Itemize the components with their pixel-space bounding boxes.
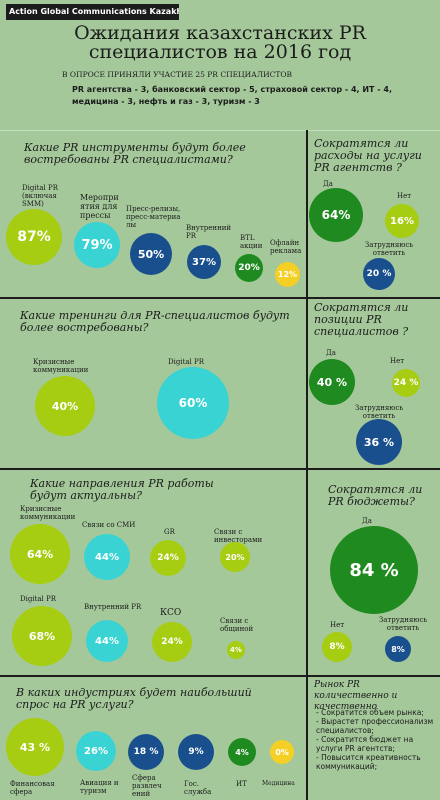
breakdown-line-2: медицина - 3, нефть и газ - 3, туризм - … (72, 97, 260, 106)
q2-question: Сократятся ли расходы на услуги PR агент… (314, 137, 422, 174)
q7-label-5: Медицина (262, 780, 295, 787)
q5-label-0: Кризисные коммуникации (20, 505, 76, 521)
q1-circle-3: 37% (187, 245, 221, 279)
title-line-1: Ожидания казахстанских PR (74, 22, 366, 44)
q6-circle-0: 84 % (330, 526, 418, 614)
divider (0, 675, 440, 677)
q5-circle-3: 20% (220, 542, 250, 572)
q5-label-6: КСО (160, 608, 182, 618)
q6-question: Сократятся ли PR бюджеты? (328, 483, 423, 508)
q6-label-1: Нет (330, 621, 345, 629)
divider (306, 130, 308, 800)
q4-circle-1: 24 % (392, 369, 420, 397)
q1-circle-1: 79% (74, 222, 120, 268)
q4-label-1: Нет (390, 357, 405, 365)
q5-circle-0: 64% (10, 524, 70, 584)
q1-label-0: Digital PR (включая SMM) (22, 184, 59, 208)
q5-circle-1: 44% (84, 534, 130, 580)
q2-circle-0: 64% (309, 188, 363, 242)
q3-label-1: Digital PR (168, 358, 205, 366)
q7-label-3: Гос. служба (184, 780, 212, 796)
q2-label-2: Затрудняюсь ответить (364, 241, 414, 257)
q7-label-2: Сфера развлеч ений (132, 774, 162, 798)
page-title: Ожидания казахстанских PR специалистов н… (0, 24, 440, 62)
q1-label-3: Внутренний PR (186, 224, 232, 240)
q5-label-2: GR (164, 528, 175, 536)
q1-circle-4: 20% (235, 254, 263, 282)
q5-label-7: Связи с общиной (220, 617, 254, 633)
q2-label-0: Да (323, 180, 333, 188)
q5-circle-4: 68% (12, 606, 72, 666)
q7-circle-1: 26% (76, 731, 116, 771)
q8-bullet: - Вырастет профессионализм специалистов; (316, 717, 434, 735)
q7-circle-4: 4% (228, 738, 256, 766)
brand-badge: Action Global Communications Kazakhstan (6, 4, 179, 20)
q7-label-4: ИТ (236, 780, 247, 788)
q7-circle-0: 43 % (6, 718, 64, 776)
title-line-2: специалистов на 2016 год (88, 41, 352, 63)
participants-subtitle: В ОПРОСЕ ПРИНЯЛИ УЧАСТИЕ 25 PR СПЕЦИАЛИС… (62, 70, 293, 79)
q7-circle-2: 18 % (128, 734, 164, 770)
divider (0, 468, 440, 470)
q1-circle-0: 87% (6, 209, 62, 265)
q5-circle-2: 24% (150, 540, 186, 576)
q5-label-5: Внутренний PR (84, 603, 142, 611)
q4-label-0: Да (326, 349, 336, 357)
q1-label-1: Меропри ятия для прессы (80, 193, 119, 220)
q5-circle-6: 24% (152, 622, 192, 662)
q7-circle-3: 9% (178, 734, 214, 770)
q1-circle-5: 12% (275, 262, 300, 287)
q1-label-4: BTL акции (240, 234, 263, 250)
q2-circle-1: 16% (385, 204, 419, 238)
q6-label-2: Затрудняюсь ответить (378, 616, 428, 632)
divider (0, 297, 440, 299)
q4-circle-0: 40 % (309, 359, 355, 405)
q2-circle-2: 20 % (363, 258, 395, 290)
q5-circle-5: 44% (86, 620, 128, 662)
brand-text: Action Global Communications Kazakhstan (9, 7, 179, 16)
q5-label-4: Digital PR (20, 595, 57, 603)
q1-question: Какие PR инструменты будут более востреб… (24, 141, 246, 166)
q8-bullet: - Повысится креативность коммуникаций; (316, 753, 421, 771)
q3-label-0: Кризисные коммуникации (33, 358, 89, 374)
divider (0, 130, 440, 131)
q5-question: Какие направления PR работы будут актуал… (30, 477, 214, 502)
q2-label-1: Нет (397, 192, 412, 200)
q7-circle-5: 0% (270, 740, 294, 764)
q7-label-0: Финансовая сфера (10, 780, 55, 796)
q1-circle-2: 50% (130, 233, 172, 275)
q8-bullet: - Сократится бюджет на услуги PR агентст… (316, 735, 414, 753)
participants-breakdown: PR агентства - 3, банковский сектор - 5,… (72, 84, 392, 108)
q5-label-1: Связи со СМИ (82, 521, 136, 529)
q4-circle-2: 36 % (356, 419, 402, 465)
q6-circle-1: 8% (322, 632, 352, 662)
q7-question: В каких индустриях будет наибольший спро… (16, 686, 252, 711)
q3-circle-0: 40% (35, 376, 95, 436)
q4-label-2: Затрудняюсь ответить (354, 404, 404, 420)
q3-circle-1: 60% (157, 367, 229, 439)
q7-label-1: Авиация и туризм (80, 779, 119, 795)
breakdown-line-1: PR агентства - 3, банковский сектор - 5,… (72, 85, 392, 94)
q1-label-5: Офлайн реклама (270, 239, 302, 255)
q8-question: Рынок PR количественно и качественно (314, 680, 398, 712)
q5-label-3: Связи с инвесторами (214, 528, 263, 544)
q8-bullet: - Сократится объем рынка; (316, 708, 424, 717)
q6-label-0: Да (362, 517, 372, 525)
q6-circle-2: 8% (385, 636, 411, 662)
q3-question: Какие тренинги для PR-специалистов будут… (20, 309, 290, 334)
q1-label-2: Пресс-релизы, пресс-материа лы (126, 205, 181, 229)
q8-bullets: - Сократится объем рынка; - Вырастет про… (316, 708, 436, 771)
q4-question: Сократятся ли позиции PR специалистов ? (314, 301, 409, 338)
q5-circle-7: 4% (227, 641, 245, 659)
